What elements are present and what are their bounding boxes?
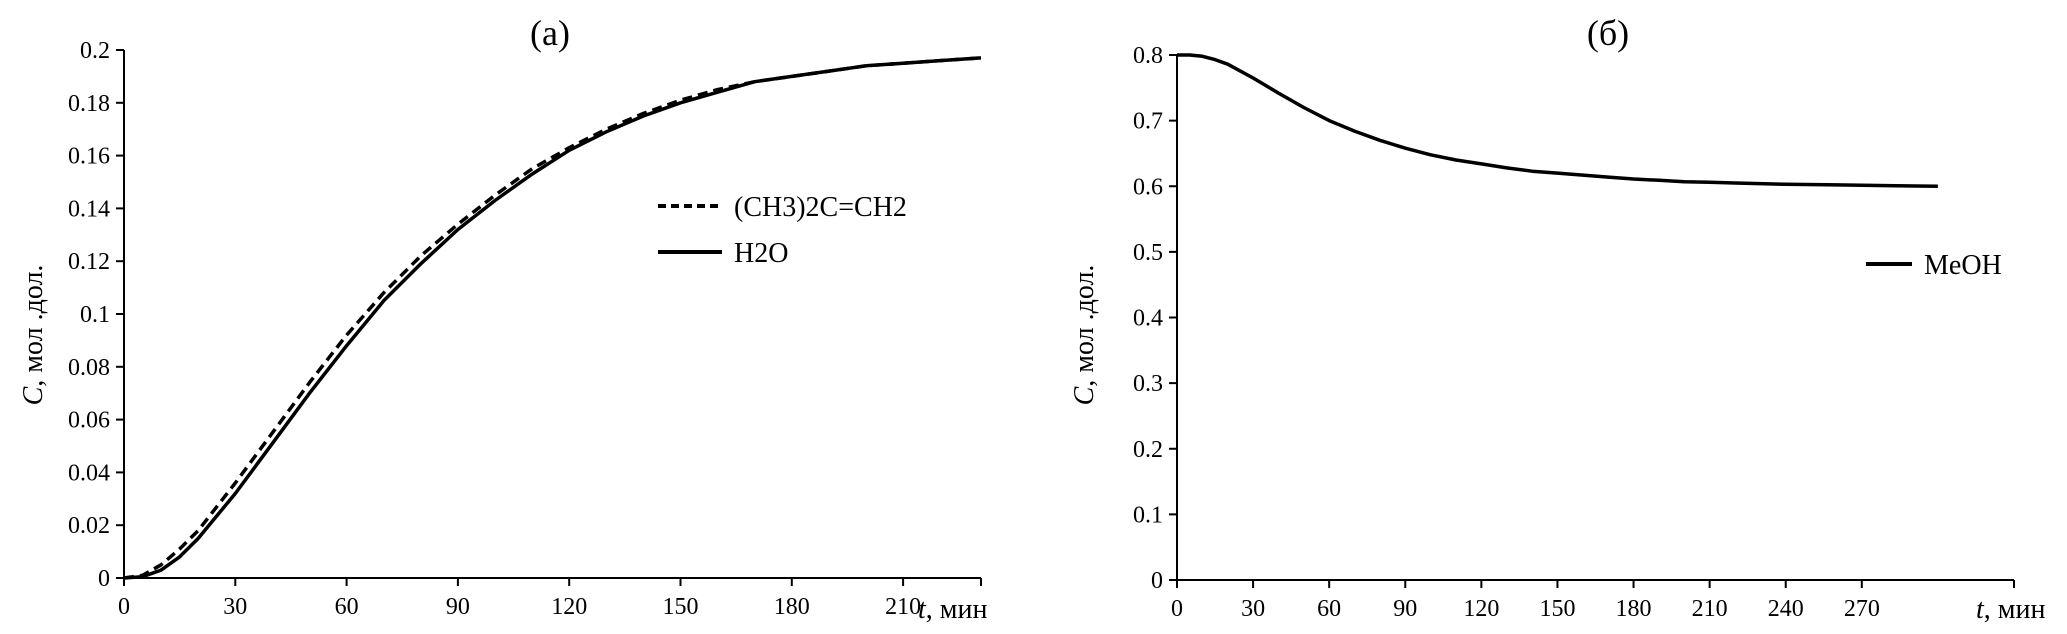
- x-tick-label: 210: [1692, 596, 1728, 622]
- y-axis-label: C, мол .дол.: [1069, 265, 1100, 406]
- y-tick-label: 0.8: [1133, 43, 1163, 69]
- x-tick-label: 60: [1317, 596, 1341, 622]
- y-tick-label: 0.02: [68, 513, 110, 539]
- y-tick-label: 0.3: [1133, 371, 1163, 397]
- y-tick-label: 0.5: [1133, 240, 1163, 266]
- y-tick-label: 0: [98, 566, 110, 592]
- legend-label: H2O: [734, 238, 788, 269]
- x-tick-label: 240: [1768, 596, 1804, 622]
- x-axis-label: t, мин: [918, 594, 987, 625]
- x-tick-label: 120: [551, 594, 587, 620]
- y-tick-label: 0.2: [1133, 437, 1163, 463]
- y-tick-label: 0.06: [68, 408, 110, 434]
- x-tick-label: 60: [335, 594, 359, 620]
- axes: [116, 49, 982, 586]
- x-tick-label: 150: [662, 594, 698, 620]
- x-tick-label: 0: [118, 594, 130, 620]
- x-tick-label: 90: [1393, 596, 1417, 622]
- legend-label: MeOH: [1924, 250, 2002, 281]
- x-tick-label: 180: [774, 594, 810, 620]
- y-tick-label: 0.1: [80, 302, 110, 328]
- x-tick-label: 180: [1616, 596, 1652, 622]
- series-line-meoh: [1177, 53, 1938, 189]
- x-tick-label: 120: [1463, 596, 1499, 622]
- x-tick-label: 0: [1171, 596, 1183, 622]
- series-line-h2o: [123, 56, 982, 580]
- y-tick-label: 0.18: [68, 91, 110, 117]
- y-tick-label: 0.14: [68, 196, 110, 222]
- y-tick-label: 0: [1151, 568, 1163, 594]
- y-tick-label: 0.2: [80, 38, 110, 64]
- y-axis-label: C, мол .дол.: [18, 265, 49, 406]
- y-tick-label: 0.7: [1133, 109, 1163, 135]
- chart-title: (б): [1587, 13, 1629, 53]
- x-tick-label: 30: [1241, 596, 1265, 622]
- y-tick-label: 0.1: [1133, 502, 1163, 528]
- x-tick-label: 150: [1539, 596, 1575, 622]
- legend-label: (CH3)2C=CH2: [734, 192, 907, 223]
- legend: (CH3)2C=CH2 H2O: [658, 192, 907, 269]
- axes: [1169, 54, 2015, 588]
- y-tick-label: 0.6: [1133, 174, 1163, 200]
- x-tick-label: 90: [446, 594, 470, 620]
- y-tick-label: 0.08: [68, 355, 110, 381]
- legend: MeOH: [1866, 250, 2002, 281]
- series-line--ch3-2c-ch2: [123, 56, 982, 580]
- chart-title: (а): [530, 13, 570, 53]
- x-tick-label: 30: [223, 594, 247, 620]
- x-tick-label: 210: [885, 594, 921, 620]
- y-tick-label: 0.04: [68, 460, 110, 486]
- y-tick-label: 0.16: [68, 144, 110, 170]
- x-tick-label: 270: [1844, 596, 1880, 622]
- chart-panel-a: (а) 0 30 60 90 120 150 180 210 0 0.02 0.04 0.06 0.0…: [18, 13, 987, 625]
- y-tick-label: 0.4: [1133, 306, 1163, 332]
- y-tick-label: 0.12: [68, 249, 110, 275]
- x-axis-label: t, мин: [1976, 594, 2045, 625]
- chart-panel-b: (б) 0 30 60 90 120 150 180 210 240 270 0 0.1 0.2 0.3…: [1069, 13, 2045, 625]
